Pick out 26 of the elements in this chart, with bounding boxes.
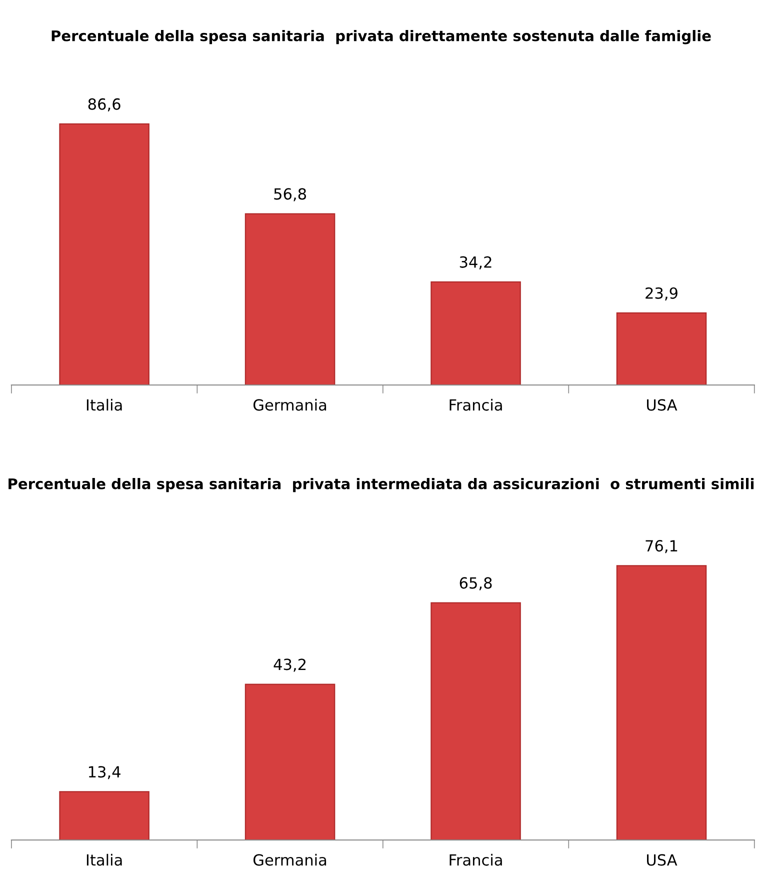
x-tick-label: USA — [647, 854, 678, 866]
chart-title: Percentuale della spesa sanitaria privata direttamente sostenuta dalle famiglie — [52, 30, 711, 44]
bar — [616, 565, 707, 840]
x-tick-label: Francia — [450, 854, 502, 866]
data-label: 56,8 — [274, 188, 306, 202]
x-tick-label: Germania — [254, 398, 326, 411]
bar — [430, 602, 521, 840]
data-label: 23,9 — [646, 287, 678, 300]
data-label: 34,2 — [460, 256, 492, 270]
bar — [430, 281, 521, 385]
x-tick-label: USA — [647, 399, 678, 411]
bar — [59, 791, 150, 840]
data-label: 86,6 — [88, 98, 120, 112]
bar — [59, 123, 150, 385]
bar — [616, 312, 707, 385]
x-tick-label: Italia — [86, 854, 122, 866]
data-label: 76,1 — [646, 540, 678, 554]
x-tick-label: Italia — [86, 398, 122, 411]
bar — [244, 213, 336, 385]
chart-title: Percentuale della spesa sanitaria privata intermediata da assicurazioni o strumenti simili — [8, 478, 754, 492]
x-tick-label: Francia — [450, 398, 502, 411]
x-tick-label: Germania — [254, 854, 326, 866]
data-label: 43,2 — [274, 658, 306, 672]
data-label: 65,8 — [460, 577, 492, 590]
bar — [244, 684, 336, 840]
data-label: 13,4 — [88, 766, 120, 780]
